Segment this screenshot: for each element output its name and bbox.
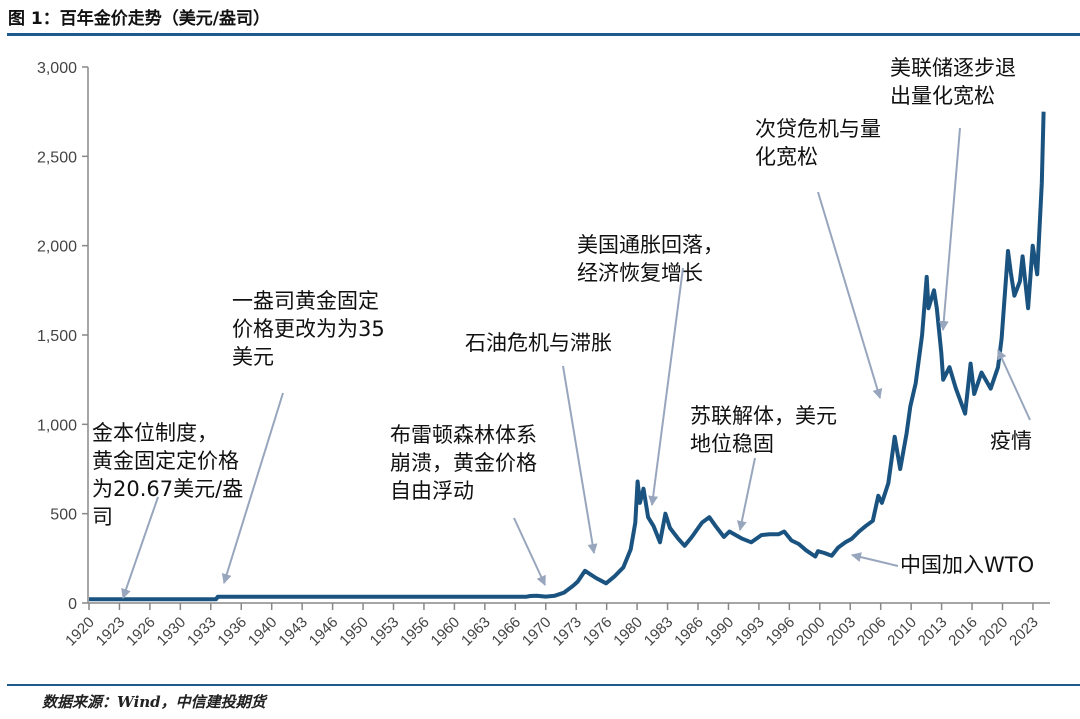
x-tick-label: 2003 [823, 614, 859, 650]
x-tick-label: 1960 [428, 614, 464, 650]
x-tick-label: 1980 [610, 614, 646, 650]
x-tick-label: 1990 [702, 614, 738, 650]
x-tick-label: 1970 [519, 614, 555, 650]
annotation-text: 出量化宽松 [890, 84, 995, 108]
x-tick-label: 1940 [245, 614, 281, 650]
annotation-text: 为20.67美元/盎 [92, 477, 243, 501]
x-tick-label: 1926 [123, 614, 159, 650]
x-tick-label: 2010 [884, 614, 920, 650]
x-tick-label: 1950 [336, 614, 372, 650]
x-tick-label: 1956 [397, 614, 433, 650]
annotation-arrow [562, 365, 598, 554]
annotation-arrow [513, 517, 546, 586]
annotation-arrow [221, 392, 284, 584]
x-tick-label: 1923 [93, 614, 129, 650]
x-tick-label: 1993 [732, 614, 768, 650]
chart-title: 图 1：百年金价走势（美元/盎司） [8, 9, 270, 29]
annotation-text: 自由浮动 [390, 479, 474, 503]
x-tick-label: 2000 [793, 614, 829, 650]
annotation-text: 苏联解体，美元 [690, 404, 837, 428]
x-tick-label: 1986 [671, 614, 707, 650]
annotation-text: 布雷顿森林体系 [390, 423, 537, 447]
x-tick-label: 2013 [915, 614, 951, 650]
source-note: 数据来源：Wind，中信建投期货 [42, 693, 266, 711]
x-tick-label: 1943 [275, 614, 311, 650]
x-tick-label: 1953 [367, 614, 403, 650]
annotation-arrow [121, 496, 159, 599]
x-tick-label: 1936 [214, 614, 250, 650]
annotation-arrow [817, 191, 883, 399]
annotation-arrow [938, 127, 961, 331]
annotation-arrow [648, 267, 684, 506]
annotation-text: 黄金固定定价格 [92, 449, 239, 473]
footer-rule [7, 684, 1080, 686]
x-tick-label: 1973 [549, 614, 585, 650]
annotation-arrow [997, 349, 1031, 421]
y-tick-label: 1,000 [37, 417, 77, 434]
x-tick-label: 1933 [184, 614, 220, 650]
x-tick-label: 1920 [62, 614, 98, 650]
annotation-text: 崩溃，黄金价格 [390, 451, 537, 475]
x-tick-label: 1996 [763, 614, 799, 650]
y-tick-label: 2,500 [37, 149, 77, 166]
annotation-text: 美联储逐步退 [890, 56, 1016, 80]
annotation-text: 次贷危机与量 [755, 117, 881, 141]
annotation-text: 金本位制度， [92, 421, 218, 445]
annotation-text: 中国加入WTO [900, 553, 1034, 577]
x-tick-label: 2016 [945, 614, 981, 650]
x-tick-label: 2023 [1006, 614, 1042, 650]
x-tick-label: 1963 [458, 614, 494, 650]
annotation-text: 司 [92, 505, 113, 529]
annotation-text: 价格更改为为35 [232, 317, 385, 341]
x-tick-label: 1966 [489, 614, 525, 650]
annotation-arrow [736, 457, 756, 531]
x-tick-label: 2006 [854, 614, 890, 650]
annotation-text: 经济恢复增长 [577, 261, 703, 285]
y-tick-label: 1,500 [37, 328, 77, 345]
header-rule [7, 33, 1080, 36]
annotation-text: 美国通胀回落， [577, 233, 724, 257]
y-tick-label: 500 [50, 507, 77, 524]
y-tick-label: 2,000 [37, 239, 77, 256]
y-tick-label: 3,000 [37, 60, 77, 77]
x-tick-label: 1930 [154, 614, 190, 650]
x-tick-label: 1976 [580, 614, 616, 650]
annotation-text: 石油危机与滞胀 [465, 331, 612, 355]
annotation-text: 美元 [232, 345, 274, 369]
x-tick-label: 2020 [976, 614, 1012, 650]
annotation-arrow [851, 552, 899, 567]
annotation-text: 地位稳固 [690, 432, 774, 456]
gold-price-line [89, 111, 1046, 602]
annotation-text: 一盎司黄金固定 [232, 289, 379, 313]
annotation-text: 化宽松 [755, 145, 818, 169]
annotation-text: 疫情 [990, 429, 1032, 453]
x-tick-label: 1983 [641, 614, 677, 650]
y-tick-label: 0 [68, 596, 77, 613]
x-tick-label: 1946 [306, 614, 342, 650]
